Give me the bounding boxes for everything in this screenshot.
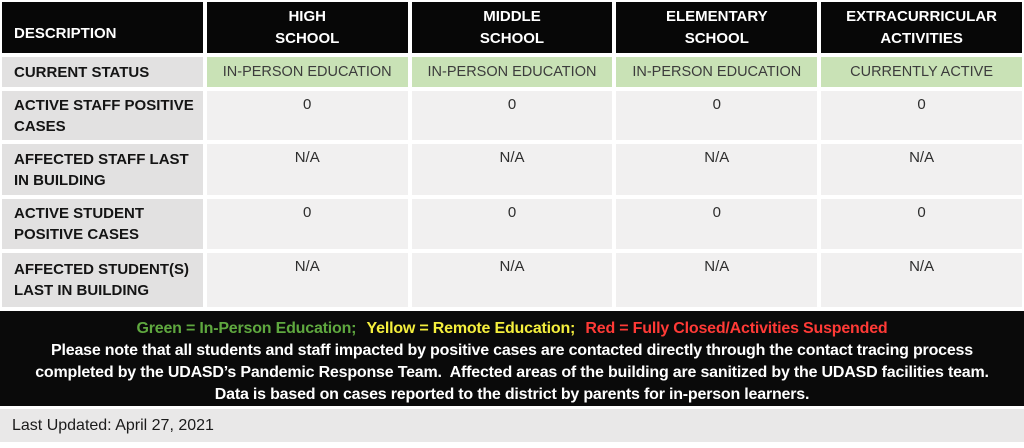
legend-yellow: Yellow = Remote Education; bbox=[366, 320, 576, 337]
row-label-affected-staff: AFFECTED STAFF LAST IN BUILDING bbox=[2, 144, 203, 195]
table-cell: 0 bbox=[411, 91, 613, 140]
table-cell: N/A bbox=[616, 144, 818, 195]
table-cell: 0 bbox=[821, 199, 1022, 249]
note-line-2: completed by the UDASD’s Pandemic Respon… bbox=[35, 364, 989, 381]
row-label-affected-students: AFFECTED STUDENT(S) LAST IN BUILDING bbox=[2, 253, 203, 307]
column-header-elementary-school: ELEMENTARY SCHOOL bbox=[616, 2, 818, 53]
table-cell: 0 bbox=[821, 91, 1022, 140]
status-cell: CURRENTLY ACTIVE bbox=[821, 57, 1022, 87]
last-updated-bar: Last Updated: April 27, 2021 bbox=[0, 409, 1024, 442]
table-cell: N/A bbox=[821, 144, 1022, 195]
column-header-middle-school: MIDDLE SCHOOL bbox=[411, 2, 613, 53]
table-cell: 0 bbox=[206, 199, 408, 249]
table-cell: N/A bbox=[411, 144, 613, 195]
table-cell: 0 bbox=[616, 199, 818, 249]
row-label-active-staff-cases: ACTIVE STAFF POSITIVE CASES bbox=[2, 91, 203, 140]
color-legend: Green = In-Person Education; Yellow = Re… bbox=[0, 318, 1024, 340]
last-updated-text: Last Updated: April 27, 2021 bbox=[12, 416, 214, 434]
legend-and-notes-bar: Green = In-Person Education; Yellow = Re… bbox=[0, 311, 1024, 406]
table-cell: N/A bbox=[411, 253, 613, 307]
row-label-active-student-cases: ACTIVE STUDENT POSITIVE CASES bbox=[2, 199, 203, 249]
legend-green: Green = In-Person Education; bbox=[136, 320, 357, 337]
table-cell: N/A bbox=[821, 253, 1022, 307]
column-header-high-school: HIGH SCHOOL bbox=[206, 2, 408, 53]
table-cell: N/A bbox=[206, 253, 408, 307]
column-header-extracurricular: EXTRACURRICULAR ACTIVITIES bbox=[821, 2, 1022, 53]
status-table: DESCRIPTION HIGH SCHOOL MIDDLE SCHOOL EL… bbox=[2, 2, 1022, 307]
table-cell: N/A bbox=[206, 144, 408, 195]
column-header-description: DESCRIPTION bbox=[2, 2, 203, 53]
table-cell: 0 bbox=[616, 91, 818, 140]
note-line-3: Data is based on cases reported to the d… bbox=[214, 386, 810, 403]
table-cell: 0 bbox=[411, 199, 613, 249]
table-cell: N/A bbox=[616, 253, 818, 307]
note-line-1: Please note that all students and staff … bbox=[51, 342, 973, 359]
legend-red: Red = Fully Closed/Activities Suspended bbox=[585, 320, 888, 337]
status-cell: IN-PERSON EDUCATION bbox=[411, 57, 613, 87]
status-cell: IN-PERSON EDUCATION bbox=[616, 57, 818, 87]
status-cell: IN-PERSON EDUCATION bbox=[206, 57, 408, 87]
table-cell: 0 bbox=[206, 91, 408, 140]
row-label-current-status: CURRENT STATUS bbox=[2, 57, 203, 87]
